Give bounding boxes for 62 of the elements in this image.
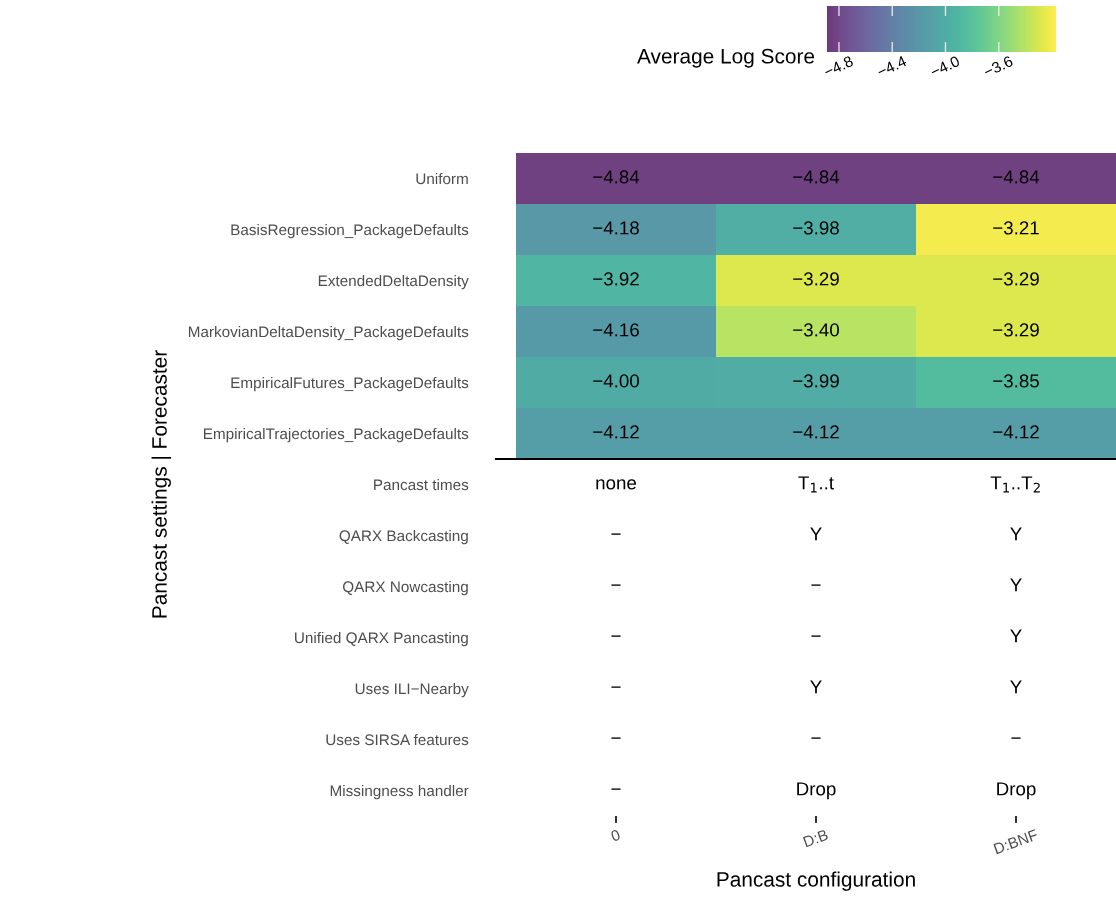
data-label: −3.98 (793, 221, 839, 235)
text: Y (1010, 578, 1022, 592)
text: − (611, 584, 621, 586)
data-label: −3.29 (793, 272, 839, 286)
text: none (596, 479, 637, 490)
color-bar-label: −3.6 (982, 55, 1014, 78)
text: Y (810, 527, 822, 541)
text: Drop (997, 782, 1036, 800)
y-tick-label: QARX Nowcasting (342, 580, 468, 596)
data-label: −3.29 (993, 272, 1039, 286)
text: − (611, 635, 621, 637)
data-label: −3.21 (993, 221, 1039, 235)
data-label: −4.84 (993, 170, 1040, 184)
y-tick-label: MarkovianDeltaDensity_PackageDefaults (188, 325, 469, 341)
y-tick-label: EmpiricalFutures_PackageDefaults (231, 376, 469, 392)
data-label: −4.12 (993, 425, 1039, 439)
text: − (811, 635, 821, 637)
text: Y (1010, 629, 1022, 643)
data-label: −4.16 (593, 323, 639, 337)
color-bar-label: −4.4 (876, 55, 908, 78)
text: Y (810, 680, 822, 694)
x-tick-label: D:B (802, 829, 829, 848)
data-label: −3.29 (993, 323, 1039, 337)
y-tick-label: Unified QARX Pancasting (295, 631, 468, 647)
color-bar-title: Average Log Score (637, 48, 815, 68)
data-label: −4.00 (593, 374, 639, 388)
data-label: −4.12 (793, 425, 839, 439)
data-label: −3.99 (793, 374, 839, 388)
data-label: −3.40 (793, 323, 839, 337)
text: T$_{1}$..T$_{2}$ (990, 476, 1040, 493)
text: Drop (797, 782, 836, 800)
text: T$_{1}$..t (798, 476, 834, 493)
y-tick-label: BasisRegression_PackageDefaults (231, 223, 469, 239)
data-label: −3.92 (593, 272, 639, 286)
x-axis-title: Pancast configuration (717, 871, 915, 891)
y-tick-label: Uses SIRSA features (326, 733, 469, 746)
text: − (611, 788, 621, 790)
y-tick-label: ExtendedDeltaDensity (318, 274, 469, 290)
x-tick-label: 0 (610, 829, 621, 842)
data-label: −4.12 (593, 425, 639, 439)
data-label: −3.85 (993, 374, 1039, 388)
text: − (611, 686, 621, 688)
x-tick-label: D:BNF (993, 829, 1039, 855)
text: − (1011, 737, 1021, 739)
y-axis-title: Pancast settings | Forecaster (151, 350, 172, 618)
text: − (611, 533, 621, 535)
data-label: −4.84 (593, 170, 640, 184)
text: − (611, 737, 621, 739)
y-tick-label: Uses ILI−Nearby (355, 682, 469, 698)
data-label: −4.18 (593, 221, 639, 235)
text: Y (1010, 527, 1022, 541)
y-tick-label: QARX Backcasting (339, 529, 468, 545)
y-tick-label: Uniform (416, 172, 468, 185)
text: Y (1010, 680, 1022, 694)
color-bar-label: −4.0 (929, 55, 961, 78)
data-label: −4.84 (793, 170, 840, 184)
y-tick-label: Pancast times (374, 478, 469, 491)
y-tick-label: EmpiricalTrajectories_PackageDefaults (203, 427, 469, 443)
text: − (811, 584, 821, 586)
text: − (811, 737, 821, 739)
color-bar-label: −4.8 (823, 55, 854, 78)
y-tick-label: Missingness handler (330, 784, 469, 800)
